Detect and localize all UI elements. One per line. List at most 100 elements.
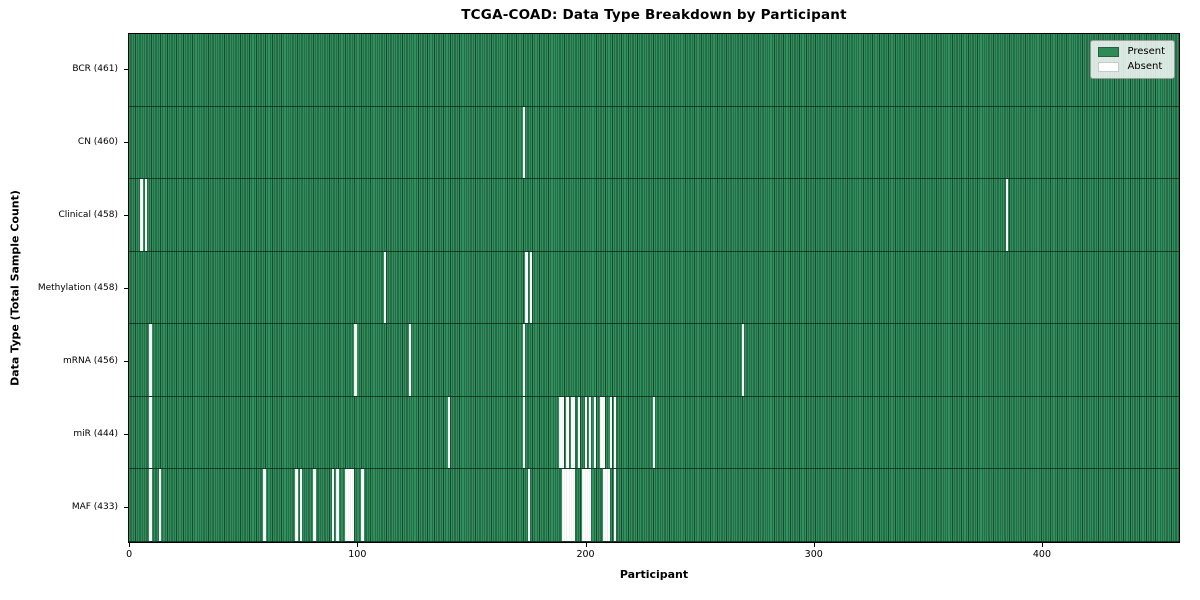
- absent-mark: [741, 324, 744, 396]
- x-axis-label: Participant: [619, 568, 689, 581]
- heatmap-row-miR: [129, 396, 1179, 470]
- absent-mark: [345, 469, 348, 541]
- absent-mark: [354, 324, 357, 396]
- absent-mark: [349, 469, 353, 541]
- absent-mark: [559, 396, 562, 469]
- x-tick-label: 0: [126, 549, 133, 560]
- x-axis-ticks: 0 100 200 300 400: [126, 543, 1180, 573]
- absent-mark: [523, 324, 526, 396]
- absent-mark: [523, 106, 526, 179]
- absent-mark: [347, 469, 350, 541]
- y-tick-label-Clinical: Clinical (458): [58, 210, 118, 221]
- absent-mark: [566, 469, 569, 541]
- absent-mark: [593, 396, 596, 469]
- absent-mark: [561, 396, 565, 469]
- absent-mark: [582, 469, 585, 541]
- absent-mark: [573, 396, 576, 469]
- y-tick-mark: [124, 288, 128, 289]
- absent-mark: [149, 396, 152, 469]
- plot-area: Present Absent: [128, 33, 1180, 543]
- absent-mark: [566, 396, 569, 469]
- legend-swatch-present: [1098, 47, 1120, 57]
- x-tick-mark: [357, 543, 359, 547]
- y-tick-mark: [124, 215, 128, 217]
- y-tick-label-CN: CN (460): [77, 137, 118, 148]
- heatmap-row-MAF: [129, 469, 1179, 542]
- x-tick-mark: [813, 543, 815, 547]
- heatmap-row-Clinical: [129, 179, 1179, 252]
- x-tick-label: 400: [1032, 549, 1052, 560]
- y-tick-mark: [124, 142, 128, 144]
- absent-mark: [602, 396, 606, 469]
- y-tick-label-Methylation: Methylation (458): [37, 283, 118, 293]
- absent-mark: [614, 396, 617, 469]
- x-tick-mark: [1041, 543, 1043, 547]
- absent-mark: [361, 469, 364, 541]
- absent-mark: [313, 469, 316, 541]
- x-tick-label: 200: [576, 549, 595, 560]
- y-tick-label-mRNA: mRNA (456): [63, 355, 118, 366]
- absent-mark: [589, 469, 592, 541]
- y-tick-mark: [124, 360, 128, 362]
- y-tick-mark: [124, 433, 128, 435]
- absent-mark: [523, 396, 526, 469]
- chart-title: TCGA-COAD: Data Type Breakdown by Partic…: [461, 7, 847, 23]
- absent-mark: [605, 469, 608, 541]
- absent-mark: [564, 469, 567, 541]
- y-tick-mark: [124, 506, 128, 508]
- absent-mark: [331, 469, 334, 541]
- absent-mark: [652, 396, 656, 469]
- y-axis-ticks: BCR (461) CN (460) Clinical (458) Methylati…: [0, 33, 128, 543]
- x-tick-mark: [129, 543, 131, 547]
- legend-item-present: Present: [1098, 47, 1165, 57]
- absent-mark: [577, 396, 580, 469]
- absent-mark: [336, 469, 339, 541]
- heatmap-row-CN: [129, 106, 1179, 180]
- legend: Present Absent: [1090, 40, 1175, 79]
- legend-item-absent: Absent: [1098, 62, 1165, 72]
- absent-mark: [570, 396, 574, 469]
- absent-mark: [263, 469, 266, 541]
- absent-mark: [409, 324, 412, 396]
- absent-mark: [299, 469, 303, 541]
- absent-mark: [352, 469, 355, 541]
- absent-mark: [158, 469, 161, 541]
- y-tick-mark: [124, 69, 128, 71]
- y-tick-label-MAF: MAF (433): [71, 501, 118, 512]
- absent-mark: [584, 469, 587, 541]
- heatmap-row-mRNA: [129, 324, 1179, 397]
- x-tick-mark: [585, 543, 587, 547]
- absent-mark: [589, 396, 592, 469]
- absent-mark: [295, 469, 298, 541]
- absent-mark: [140, 179, 143, 251]
- absent-mark: [1005, 179, 1009, 251]
- absent-mark: [525, 251, 528, 324]
- legend-swatch-absent: [1098, 62, 1120, 72]
- heatmap-row-BCR: [129, 34, 1179, 107]
- absent-mark: [614, 469, 617, 541]
- absent-mark: [568, 469, 571, 541]
- legend-label: Present: [1127, 46, 1165, 57]
- heatmap-row-Methylation: [129, 251, 1179, 325]
- absent-mark: [149, 324, 152, 396]
- absent-mark: [384, 251, 387, 324]
- absent-mark: [602, 469, 606, 541]
- legend-label: Absent: [1127, 61, 1163, 72]
- absent-mark: [527, 469, 530, 541]
- y-tick-label-miR: miR (444): [73, 428, 118, 439]
- absent-mark: [586, 469, 590, 541]
- absent-mark: [529, 251, 533, 324]
- absent-mark: [561, 469, 565, 541]
- absent-mark: [570, 469, 574, 541]
- absent-mark: [609, 396, 612, 469]
- x-tick-label: 300: [804, 549, 823, 560]
- absent-mark: [447, 396, 451, 469]
- absent-mark: [149, 469, 152, 541]
- absent-mark: [600, 396, 603, 469]
- absent-mark: [573, 469, 576, 541]
- absent-mark: [144, 179, 148, 251]
- absent-mark: [607, 469, 610, 541]
- y-tick-label-BCR: BCR (461): [72, 64, 118, 75]
- absent-mark: [584, 396, 587, 469]
